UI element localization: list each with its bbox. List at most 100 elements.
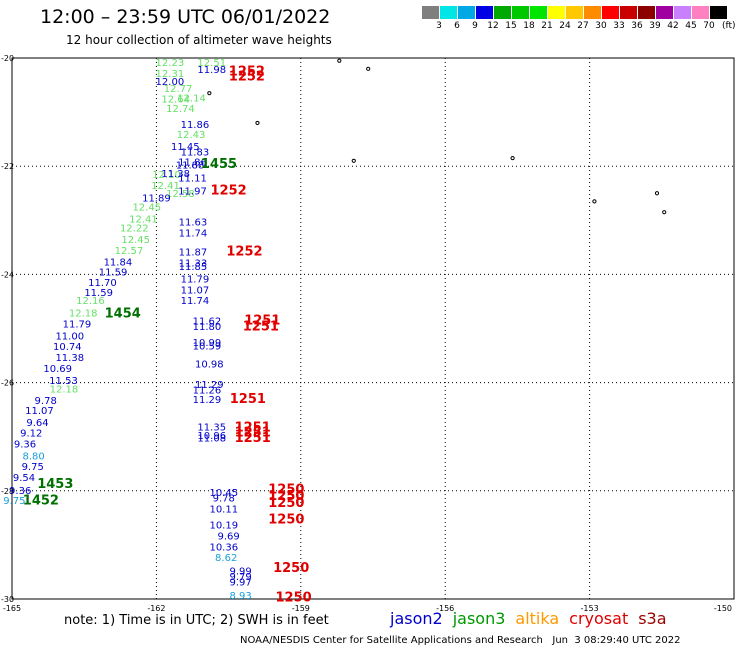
credit-line: NOAA/NESDIS Center for Satellite Applica… [240, 635, 681, 646]
scale-swatch [584, 6, 601, 19]
wave-height-label: 12.22 [120, 224, 149, 235]
wave-height-label: 11.00 [55, 331, 84, 342]
island-outline [510, 155, 515, 161]
wave-height-label: 11.86 [181, 120, 210, 131]
time-label: 1251 [235, 431, 271, 446]
time-label: 1452 [23, 493, 59, 508]
scale-tick: 42 [667, 21, 679, 31]
time-label: 1252 [229, 70, 265, 85]
scale-tick: 9 [472, 21, 478, 31]
time-label: 1251 [244, 314, 280, 329]
wave-height-label: 12.41 [129, 214, 158, 225]
wave-height-label: 9.36 [14, 440, 36, 451]
scale-tick: 27 [577, 21, 589, 31]
wave-height-label: 12.51 [197, 58, 226, 69]
wave-height-label: 11.33 [179, 258, 208, 269]
scale-swatch [620, 6, 637, 19]
wave-height-label: 11.86 [178, 158, 207, 169]
wave-height-label: 11.87 [179, 247, 208, 258]
wave-height-label: 11.74 [181, 296, 210, 307]
scale-swatch [692, 6, 709, 19]
wave-height-label: 10.59 [193, 342, 222, 353]
page-subtitle: 12 hour collection of altimeter wave hei… [66, 33, 332, 47]
satellite-legend-jason3: jason3 [452, 609, 506, 628]
scale-tick: 6 [454, 21, 460, 31]
lat-tick-label: -26 [1, 379, 14, 388]
island-outline [255, 120, 260, 126]
wave-height-label: 11.38 [55, 353, 84, 364]
lat-tick-label: -28 [1, 487, 14, 496]
wave-height-label: 8.80 [23, 451, 45, 462]
wave-height-label: 11.70 [88, 278, 117, 289]
wave-height-label: 8.62 [215, 553, 237, 564]
scale-tick: 30 [595, 21, 607, 31]
scale-tick: 45 [685, 21, 697, 31]
time-label: 1252 [229, 64, 265, 79]
wave-height-label: 9.78 [213, 494, 235, 505]
satellite-legend-altika: altika [515, 609, 560, 628]
wave-height-label: 12.57 [115, 246, 144, 257]
wave-height-label: 11.07 [181, 285, 210, 296]
wave-height-label: 12.14 [177, 93, 206, 104]
scale-swatch [674, 6, 691, 19]
time-label: 1250 [275, 591, 311, 606]
time-label: 1250 [268, 483, 304, 498]
wave-height-label: 11.29 [195, 380, 224, 391]
wave-height-label: 11.88 [176, 160, 205, 171]
wave-height-label: 11.80 [193, 322, 222, 333]
time-label: 1453 [37, 477, 73, 492]
lat-tick-label: -20 [1, 54, 14, 63]
scale-swatch [656, 6, 673, 19]
wave-height-label: 11.79 [181, 275, 210, 286]
wave-height-label: 11.59 [84, 288, 113, 299]
scale-swatch [422, 6, 439, 19]
satellite-legend: jason2 jason3 altika cryosat s3a [390, 609, 677, 628]
island-outline [337, 58, 342, 63]
island-outline [366, 66, 371, 71]
wave-height-label: 12.10 [152, 170, 181, 181]
wave-height-label: 9.75 [3, 496, 25, 507]
scale-tick: 15 [505, 21, 517, 31]
time-label: 1251 [235, 426, 271, 441]
wave-height-label: 10.98 [195, 359, 224, 370]
wave-height-label: 12.74 [166, 104, 195, 115]
wave-height-label: 12.43 [177, 130, 206, 141]
lon-tick-label: -150 [714, 604, 732, 613]
wave-height-label: 11.83 [181, 147, 210, 158]
time-label: 1251 [243, 320, 279, 335]
wave-height-label: 11.63 [179, 218, 208, 229]
wave-height-label: 8.93 [230, 591, 252, 602]
wave-height-label: 9.75 [22, 462, 44, 473]
island-outline [207, 91, 212, 96]
wave-height-label: 11.62 [193, 317, 222, 328]
scale-tick: 21 [541, 21, 553, 31]
wave-height-label: 9.97 [230, 577, 252, 588]
lat-tick-label: -24 [1, 270, 14, 279]
scale-unit: (ft) [722, 21, 736, 31]
time-label: 1250 [268, 489, 304, 504]
scale-tick: 33 [613, 21, 625, 31]
scale-swatch [638, 6, 655, 19]
lon-tick-label: -159 [292, 604, 310, 613]
wave-height-label: 10.74 [53, 342, 82, 353]
scale-tick: 18 [523, 21, 535, 31]
wave-height-label: 12.23 [156, 58, 185, 69]
scale-swatch [548, 6, 565, 19]
wave-height-label: 12.45 [121, 235, 150, 246]
map-frame [11, 57, 735, 600]
time-label: 1252 [226, 244, 262, 259]
wave-height-label: 10.36 [209, 542, 238, 553]
time-label: 1250 [268, 512, 304, 527]
wave-height-label: 9.78 [35, 396, 57, 407]
wave-height-label: 11.59 [99, 267, 128, 278]
time-label: 1455 [201, 157, 237, 172]
wave-height-label: 10.96 [197, 431, 226, 442]
scale-swatch [512, 6, 529, 19]
satellite-legend-jason2: jason2 [390, 609, 443, 628]
time-label: 1251 [230, 392, 266, 407]
wave-height-label: 11.29 [193, 395, 222, 406]
wave-height-label: 12.16 [76, 296, 105, 307]
wave-height-label: 11.08 [197, 434, 226, 445]
wave-height-label: 12.77 [164, 84, 193, 95]
